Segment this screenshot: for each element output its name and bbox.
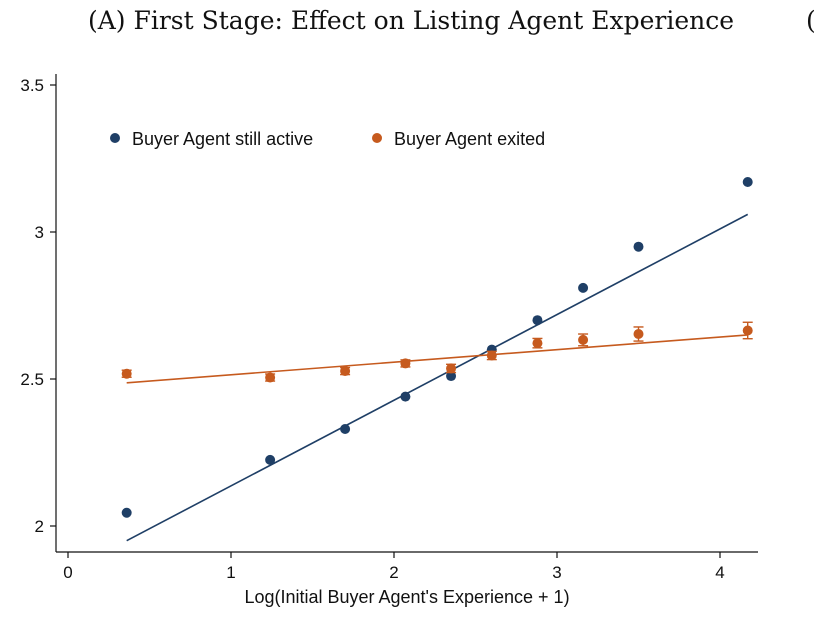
fit-lines: [126, 213, 749, 542]
data-point: [121, 507, 132, 518]
fit-line: [126, 213, 749, 542]
data-point: [486, 350, 497, 361]
data-point: [633, 241, 644, 252]
x-tick-label: 3: [552, 563, 561, 582]
data-point: [578, 334, 589, 345]
y-tick-label: 2.5: [20, 370, 44, 389]
data-point: [400, 391, 411, 402]
x-tick-label: 4: [715, 563, 724, 582]
x-ticks: 0 1 2 3 4: [63, 552, 725, 582]
legend-marker: [372, 133, 382, 143]
x-axis-label: Log(Initial Buyer Agent's Experience + 1…: [244, 587, 569, 607]
data-point: [633, 329, 644, 340]
y-tick-label: 3: [35, 223, 44, 242]
data-point: [742, 177, 753, 188]
y-tick-label: 2: [35, 517, 44, 536]
legend-label: Buyer Agent still active: [132, 129, 313, 149]
data-point: [340, 366, 351, 377]
data-point: [742, 325, 753, 336]
data-point: [340, 423, 351, 434]
legend: Buyer Agent still active Buyer Agent exit…: [110, 129, 545, 149]
legend-label: Buyer Agent exited: [394, 129, 545, 149]
x-tick-label: 2: [389, 563, 398, 582]
panel-title: (A) First Stage: Effect on Listing Agent…: [88, 6, 735, 35]
data-point: [265, 372, 276, 383]
axes: 2 2.5 3 3.5 0 1 2 3 4 Log(Initial Buyer Agent's…: [20, 74, 758, 607]
x-tick-label: 1: [226, 563, 235, 582]
legend-marker: [110, 133, 120, 143]
data-point: [121, 368, 132, 379]
fit-line: [126, 334, 748, 384]
next-panel-title-fragment: (: [806, 6, 814, 35]
y-tick-label: 3.5: [20, 76, 44, 95]
data-points: [121, 177, 753, 518]
data-point: [400, 358, 411, 369]
y-ticks: 2 2.5 3 3.5: [20, 76, 56, 536]
x-tick-label: 0: [63, 563, 72, 582]
data-point: [532, 315, 543, 326]
data-point: [578, 282, 589, 293]
data-point: [532, 338, 543, 349]
data-point: [446, 371, 457, 382]
data-point: [446, 363, 457, 374]
data-point: [265, 454, 276, 465]
